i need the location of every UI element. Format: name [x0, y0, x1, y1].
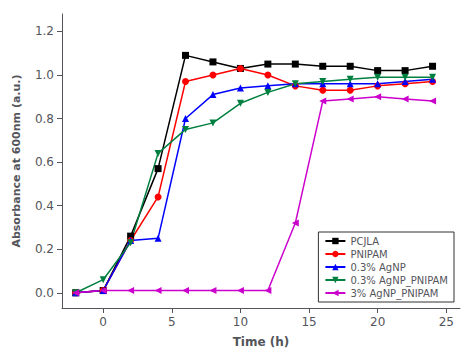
svg-text:0.0: 0.0: [35, 286, 54, 300]
svg-text:1.2: 1.2: [35, 24, 54, 38]
svg-text:0: 0: [99, 315, 107, 329]
svg-text:0.4: 0.4: [35, 199, 54, 213]
svg-text:1.0: 1.0: [35, 68, 54, 82]
svg-text:0.3% AgNP: 0.3% AgNP: [350, 262, 405, 273]
svg-text:0.6: 0.6: [35, 155, 54, 169]
svg-text:25: 25: [439, 315, 454, 329]
svg-text:3% AgNP_PNIPAM: 3% AgNP_PNIPAM: [350, 288, 438, 300]
svg-text:20: 20: [370, 315, 385, 329]
svg-text:Time (h): Time (h): [233, 335, 290, 349]
svg-text:PNIPAM: PNIPAM: [350, 249, 387, 260]
svg-text:PCJLA: PCJLA: [350, 236, 379, 247]
svg-text:Absorbance at 600nm (a.u.): Absorbance at 600nm (a.u.): [10, 74, 23, 247]
svg-text:10: 10: [233, 315, 248, 329]
svg-text:0.8: 0.8: [35, 112, 54, 126]
svg-text:0.2: 0.2: [35, 242, 54, 256]
svg-text:15: 15: [301, 315, 316, 329]
svg-text:5: 5: [168, 315, 176, 329]
svg-text:0.3% AgNP_PNIPAM: 0.3% AgNP_PNIPAM: [350, 275, 448, 287]
